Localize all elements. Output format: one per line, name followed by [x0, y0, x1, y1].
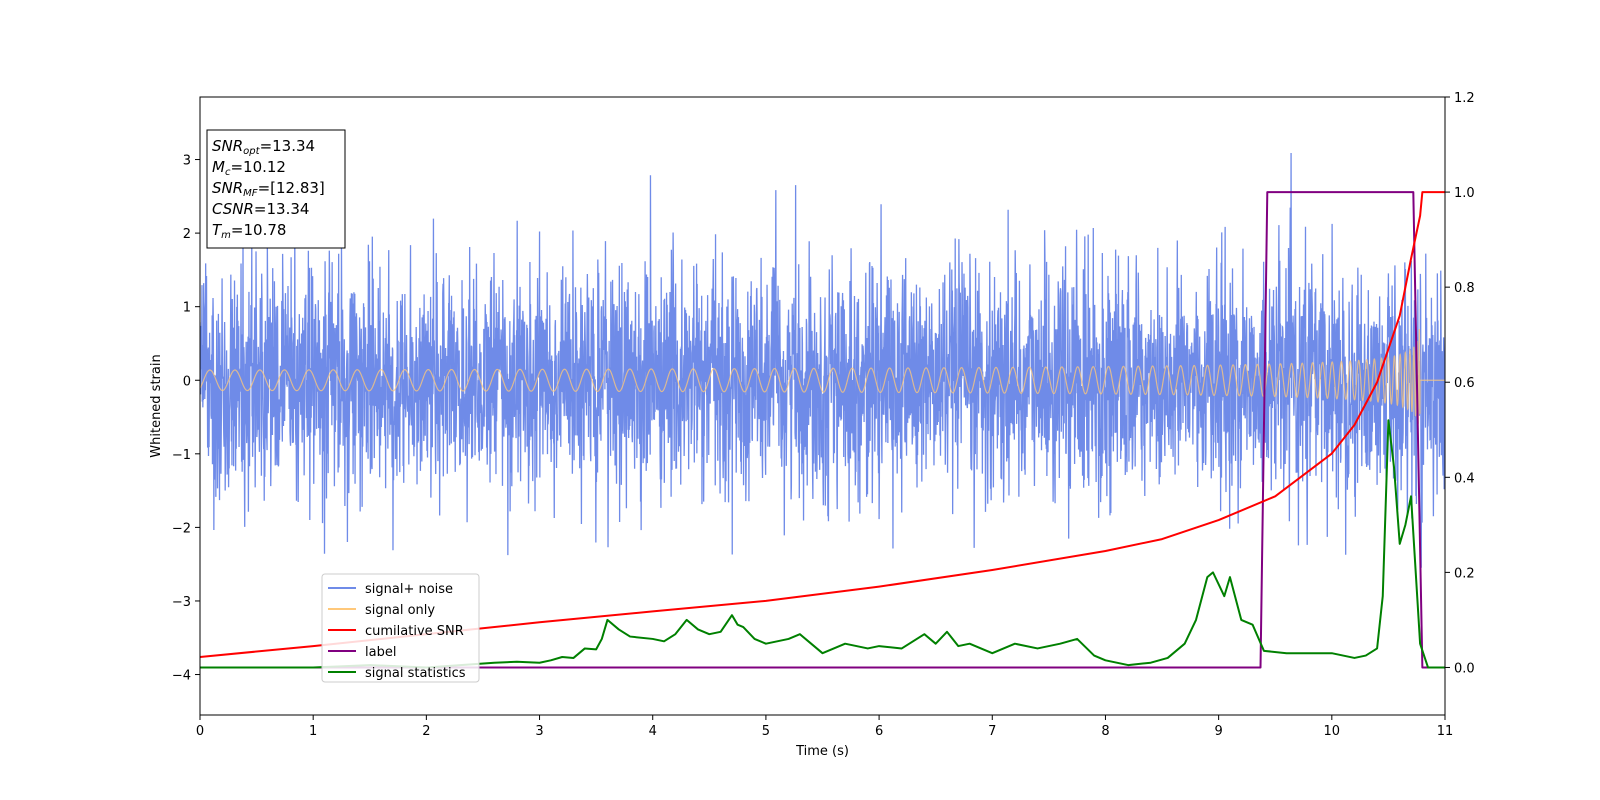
y2-tick-label: 1.2: [1454, 91, 1475, 106]
x-tick-label: 5: [762, 724, 770, 739]
series-label-line: [200, 191, 1445, 669]
x-tick-label: 6: [875, 724, 883, 739]
info-box: SNRopt=13.34Mc=10.12SNRMF=[12.83]CSNR=13…: [206, 129, 346, 249]
x-tick-label: 2: [422, 724, 430, 739]
series-signal-only-line: [200, 328, 1445, 424]
series-signal-statistics-line: [200, 419, 1445, 669]
legend-frame: [321, 573, 480, 683]
series-layer: [200, 153, 1445, 669]
x-tick-label: 4: [649, 724, 657, 739]
x-tick-label: 7: [988, 724, 996, 739]
y-tick-label: −1: [172, 448, 191, 463]
legend-entry-label: label: [365, 645, 396, 660]
y2-tick-label: 0.4: [1454, 471, 1475, 486]
legend-entry-label: cumilative SNR: [365, 624, 464, 639]
x-tick-label: 3: [535, 724, 543, 739]
info-box-line: CSNR=13.34: [212, 200, 309, 218]
y-tick-label: 3: [183, 154, 191, 169]
info-box-line: Tm=10.78: [212, 221, 286, 241]
y2-tick-label: 0.0: [1454, 661, 1475, 676]
legend-entry-label: signal statistics: [365, 666, 466, 681]
y2-tick-label: 0.2: [1454, 566, 1475, 581]
info-box-frame: [206, 129, 346, 249]
y2-tick-label: 0.6: [1454, 376, 1475, 391]
legend: signal+ noise signal only cumilative SNR la…: [321, 573, 480, 683]
y-axis-left: −4 −3 −2 −1 0 1 2 3: [172, 154, 200, 684]
info-box-line: SNRopt=13.34: [212, 137, 315, 157]
x-tick-label: 8: [1101, 724, 1109, 739]
x-tick-label: 1: [309, 724, 317, 739]
x-axis: 0 1 2 3 4 5 6 7 8 9 10 11: [196, 715, 1453, 739]
y-axis-right: 0.0 0.2 0.4 0.6 0.8 1.0 1.2: [1445, 91, 1475, 676]
x-axis-label: Time (s): [795, 744, 849, 759]
legend-entry-label: signal only: [365, 603, 435, 618]
x-tick-label: 0: [196, 724, 204, 739]
y-tick-label: −4: [172, 669, 191, 684]
y-tick-label: −3: [172, 595, 191, 610]
x-tick-label: 10: [1324, 724, 1341, 739]
y-tick-label: −2: [172, 521, 191, 536]
series-cumulative-snr-line: [200, 191, 1445, 658]
y2-tick-label: 0.8: [1454, 281, 1475, 296]
legend-entry-label: signal+ noise: [365, 582, 453, 597]
y-tick-label: 0: [183, 374, 191, 389]
y-tick-label: 1: [183, 301, 191, 316]
y-axis-label: Whitened strain: [149, 354, 164, 457]
y2-tick-label: 1.0: [1454, 186, 1475, 201]
x-tick-label: 9: [1214, 724, 1222, 739]
plot-frame: [199, 96, 1446, 716]
info-box-line: Mc=10.12: [212, 158, 286, 178]
series-signal-noise-line: [200, 153, 1445, 568]
x-tick-label: 11: [1437, 724, 1454, 739]
y-tick-label: 2: [183, 227, 191, 242]
info-box-line: SNRMF=[12.83]: [212, 179, 325, 199]
